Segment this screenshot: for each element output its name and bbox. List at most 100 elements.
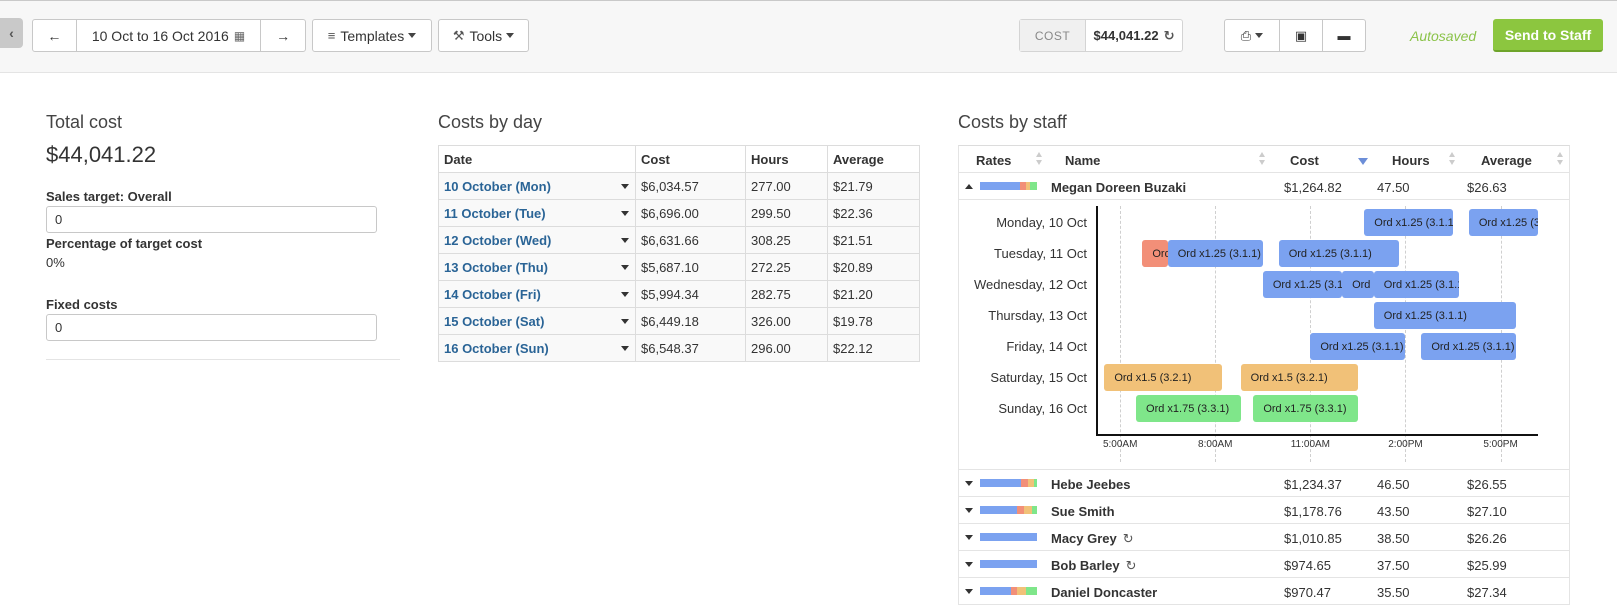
shift-bar[interactable]: Ord x1.25 (3.1 [1262,271,1343,298]
caret-down-icon[interactable] [621,346,629,351]
next-week-button[interactable]: → [261,20,305,51]
cost-cell-text: $6,631.66 [641,232,699,248]
date-range-picker[interactable]: 10 Oct to 16 Oct 2016 ▦ [77,20,262,51]
shift-bar[interactable]: Ord x1.25 (3.1.1) [1167,240,1263,267]
lock-button[interactable]: ▣ [1280,20,1323,51]
shift-bar[interactable]: Ord : [1342,271,1374,298]
staff-hours: 37.50 [1377,558,1410,573]
sales-target-input[interactable]: 0 [46,206,377,233]
date-cell-text: 15 October (Sat) [444,313,545,329]
average-cell-text: $22.12 [833,340,873,356]
caret-down-icon[interactable] [965,562,973,567]
date-cell[interactable]: 15 October (Sat) [438,307,636,335]
shift-bar[interactable]: Ord x1.25 (3.1.1) [1278,240,1400,267]
rates-bar [980,587,1037,595]
shift-bar[interactable]: Ord [1142,240,1168,267]
staff-cost: $1,234.37 [1284,477,1342,492]
shift-label: Ord x1.25 (3.1.1) [1383,278,1460,291]
shift-label: Ord x1.25 (3.1.1) [1383,309,1467,322]
refresh-icon[interactable]: ↻ [1163,27,1175,43]
caret-down-icon[interactable] [621,184,629,189]
refresh-icon[interactable]: ↻ [1125,558,1137,573]
sort-desc-icon[interactable] [1358,158,1368,165]
staff-row[interactable]: Sue Smith $1,178.76 43.50 $27.10 [959,497,1569,524]
templates-dropdown[interactable]: ≡ Templates [312,19,432,52]
date-cell[interactable]: 14 October (Fri) [438,280,636,308]
date-cell[interactable]: 12 October (Wed) [438,226,636,254]
rate-segment [1033,479,1037,487]
shift-bar[interactable]: Ord x1.25 (3.1.1) [1310,333,1406,360]
column-header-hours[interactable]: Hours [1392,153,1430,168]
print-dropdown[interactable]: ⎙ [1225,20,1280,51]
staff-row[interactable]: Bob Barley ↻ $974.65 37.50 $25.99 [959,551,1569,578]
staff-average: $26.63 [1467,180,1507,195]
caret-down-icon[interactable] [965,535,973,540]
rate-segment [980,506,1018,514]
shift-bar[interactable]: Ord x1.25 (3.1.1) [1468,209,1538,236]
caret-down-icon[interactable] [621,319,629,324]
shift-bar[interactable]: Ord x1.25 (3.1.1) [1364,209,1454,236]
shift-bar[interactable]: Ord x1.5 (3.2.1) [1104,364,1222,391]
previous-week-button[interactable]: ← [33,20,77,51]
average-cell: $19.78 [827,307,920,335]
shift-label: Ord [1152,247,1168,260]
sort-icon[interactable] [1557,152,1564,167]
fixed-costs-input[interactable]: 0 [46,314,377,341]
caret-down-icon[interactable] [621,265,629,270]
shift-bar[interactable]: Ord x1.25 (3.1.1) [1373,271,1460,298]
date-cell[interactable]: 10 October (Mon) [438,172,636,200]
average-cell: $21.79 [827,172,920,200]
column-header-average[interactable]: Average [1481,153,1532,168]
date-cell[interactable]: 11 October (Tue) [438,199,636,227]
staff-row[interactable]: Hebe Jeebes $1,234.37 46.50 $26.55 [959,470,1569,497]
tools-dropdown[interactable]: ⚒ Tools [438,19,529,52]
column-header-rates[interactable]: Rates [976,153,1012,168]
date-cell-text: 16 October (Sun) [444,340,549,356]
sort-icon[interactable] [1449,152,1456,167]
caret-down-icon[interactable] [621,292,629,297]
send-to-staff-button[interactable]: Send to Staff [1493,19,1603,52]
table-row: 16 October (Sun) $6,548.37 296.00 $22.12 [438,334,920,362]
shift-bar[interactable]: Ord x1.25 (3.1.1) [1421,333,1517,360]
date-cell[interactable]: 16 October (Sun) [438,334,636,362]
costs-by-day-heading: Costs by day [438,112,543,132]
shift-bar[interactable]: Ord x1.75 (3.3.1) [1253,395,1358,422]
staff-row[interactable]: Macy Grey ↻ $1,010.85 38.50 $26.26 [959,524,1569,551]
sort-icon[interactable] [1036,152,1043,167]
hours-cell-text: 299.50 [751,205,791,221]
day-label: Sunday, 16 Oct [998,401,1087,416]
hours-cell-text: 277.00 [751,178,791,194]
staff-name: Macy Grey ↻ [1051,531,1134,547]
time-tick-label: 5:00AM [1102,439,1138,450]
hours-cell: 272.25 [745,253,828,281]
average-cell: $22.12 [827,334,920,362]
time-tick-label: 2:00PM [1388,439,1423,450]
caret-down-icon[interactable] [965,508,973,513]
column-header-name[interactable]: Name [1065,153,1101,168]
staff-average: $25.99 [1467,558,1507,573]
comment-button[interactable]: ▬ [1323,20,1365,51]
action-buttons: ⎙ ▣ ▬ [1224,19,1366,52]
shift-bar[interactable]: Ord x1.5 (3.2.1) [1240,364,1358,391]
shift-bar[interactable]: Ord x1.75 (3.3.1) [1136,395,1241,422]
staff-average: $26.55 [1467,477,1507,492]
refresh-icon[interactable]: ↻ [1122,531,1134,546]
staff-row[interactable]: Megan Doreen Buzaki $1,264.82 47.50 $26.63 [959,173,1569,200]
sort-icon[interactable] [1259,152,1266,167]
shift-bar[interactable]: Ord x1.25 (3.1.1) [1373,302,1517,329]
caret-down-icon[interactable] [965,589,973,594]
caret-down-icon [408,33,417,38]
staff-hours-text: 46.50 [1377,477,1410,492]
caret-down-icon[interactable] [621,211,629,216]
caret-down-icon[interactable] [965,481,973,486]
column-header-cost[interactable]: Cost [1290,153,1319,168]
sidebar-toggle-button[interactable]: ‹ [0,18,23,48]
caret-up-icon[interactable] [965,184,973,189]
staff-hours: 43.50 [1377,504,1410,519]
rate-segment [1030,182,1037,190]
staff-row[interactable]: Daniel Doncaster $970.47 35.50 $27.34 [959,578,1569,605]
caret-down-icon[interactable] [621,238,629,243]
staff-hours-text: 38.50 [1377,531,1410,546]
date-cell[interactable]: 13 October (Thu) [438,253,636,281]
shift-label: Ord x1.25 (3.1.1) [1177,247,1261,260]
